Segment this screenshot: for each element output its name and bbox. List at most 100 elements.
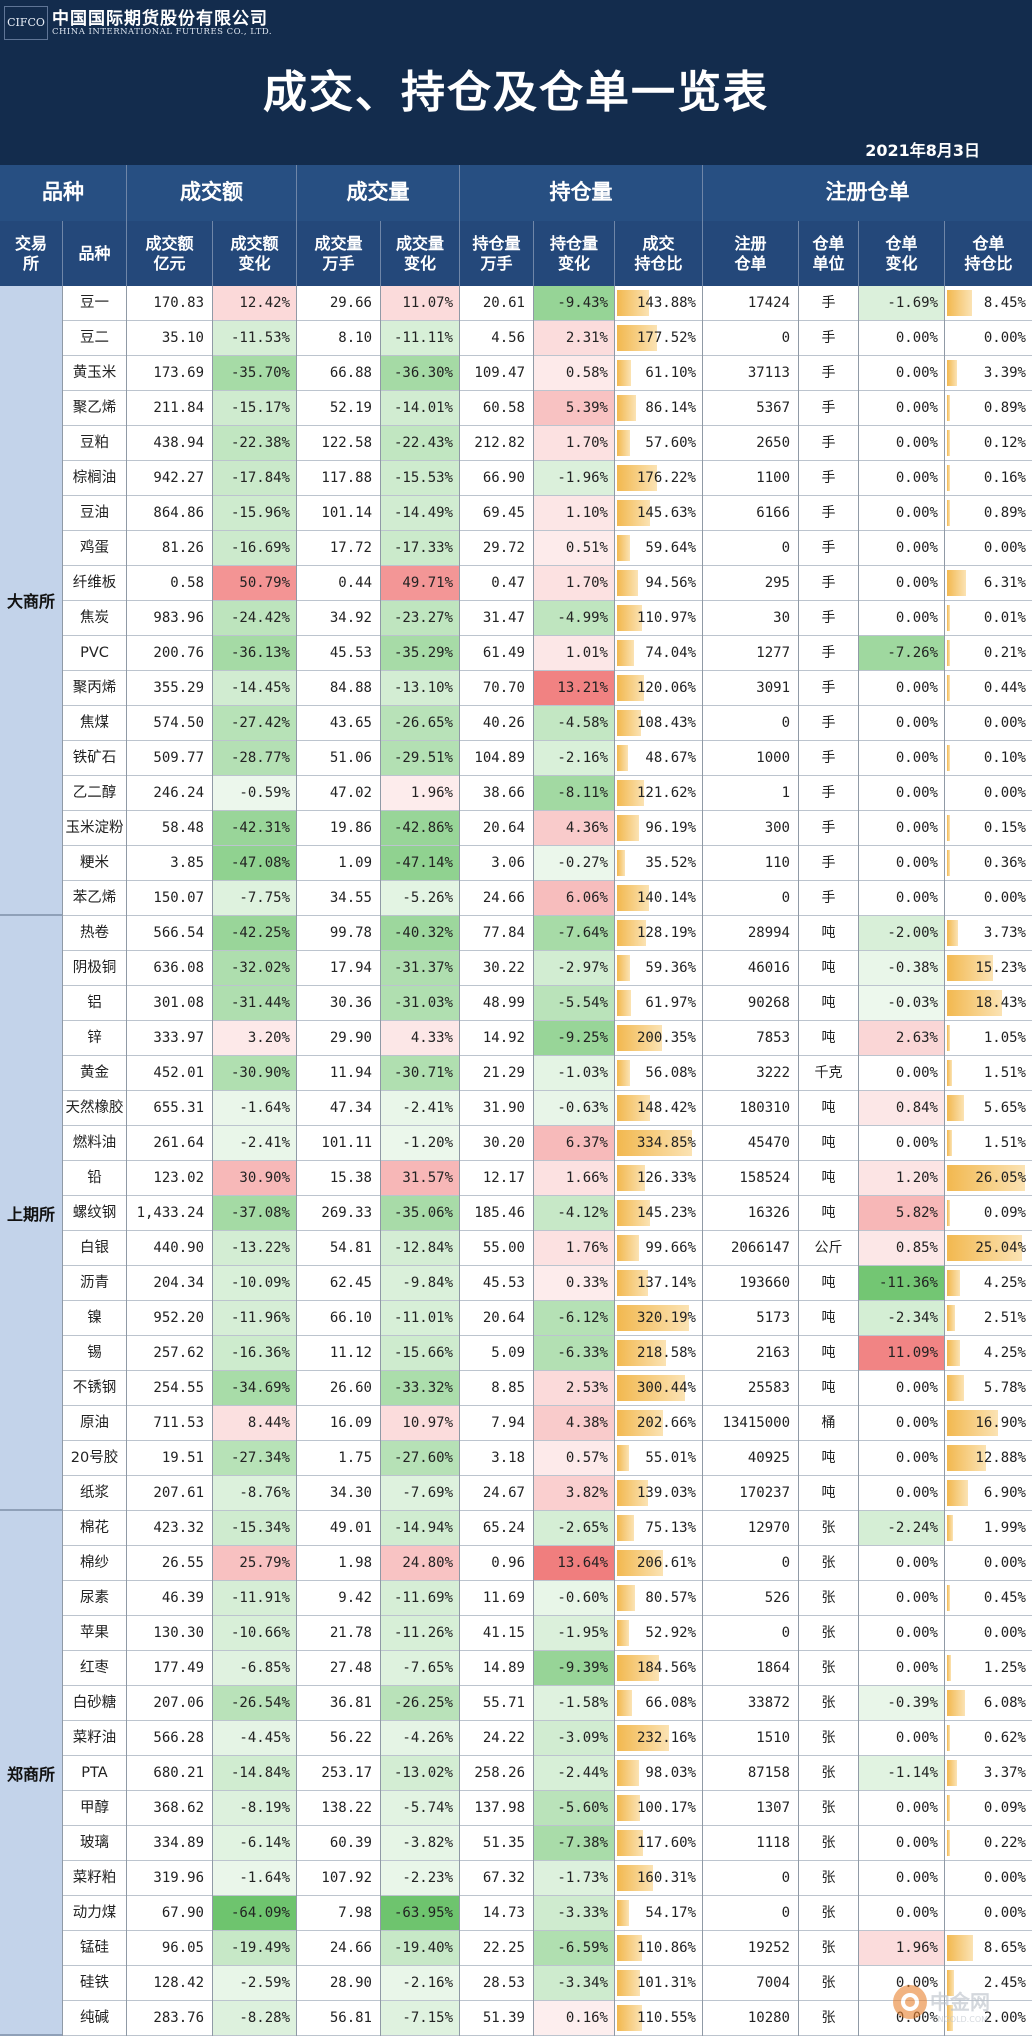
product-name-cell: 镍 [87, 1310, 102, 1326]
receipts-cell: 28994 [747, 925, 790, 941]
receipt-change-cell: 0.85% [859, 1231, 944, 1265]
amount-change-cell: 3.20% [213, 1021, 296, 1055]
product-name-cell: 豆一 [80, 295, 109, 311]
column-divider [380, 286, 381, 2036]
amount-cell: 368.62 [153, 1800, 204, 1816]
table-row: 纯碱 283.76 -8.28% 56.81 -7.15% 51.39 0.16% 110.5… [62, 2001, 1032, 2036]
column-divider [126, 286, 127, 2036]
amount-cell: 123.02 [153, 1170, 204, 1186]
open-interest-cell: 12.17 [482, 1170, 525, 1186]
table-row: 红枣 177.49 -6.85% 27.48 -7.65% 14.89 -9.39% 184.… [62, 1651, 1032, 1686]
volume-oi-ratio-cell: 143.88% [636, 295, 696, 311]
volume-change-cell: -13.10% [381, 671, 459, 705]
amount-change-cell: -16.69% [213, 531, 296, 565]
receipt-oi-ratio-cell: 0.12% [983, 435, 1026, 451]
volume-oi-ratio-cell: 99.66% [645, 1240, 696, 1256]
amount-change-cell: -8.19% [213, 1791, 296, 1825]
receipt-change-cell: -7.26% [859, 636, 944, 670]
volume-oi-ratio-cell: 57.60% [645, 435, 696, 451]
product-name-cell: 白砂糖 [72, 1695, 117, 1711]
amount-cell: 246.24 [153, 785, 204, 801]
header-divider [944, 221, 945, 286]
volume-oi-ratio-cell: 200.35% [636, 1030, 696, 1046]
volume-cell: 253.17 [321, 1765, 372, 1781]
table-row: 焦炭 983.96 -24.42% 34.92 -23.27% 31.47 -4.99% 11… [62, 601, 1032, 636]
amount-change-cell: -37.08% [213, 1196, 296, 1230]
product-name-cell: 白银 [80, 1240, 109, 1256]
receipt-oi-ratio-cell: 0.09% [983, 1800, 1026, 1816]
product-name-cell: 动力煤 [72, 1905, 117, 1921]
receipt-oi-ratio-cell: 0.00% [983, 1905, 1026, 1921]
receipt-unit-cell: 公斤 [814, 1240, 843, 1256]
receipt-change-cell: 0.00% [895, 1590, 938, 1606]
volume-oi-ratio-bar [617, 1410, 663, 1436]
receipt-oi-ratio-cell: 0.00% [983, 785, 1026, 801]
product-name-cell: 黄玉米 [72, 365, 117, 381]
watermark: 中金网 CNGOLD.COM [890, 1980, 1010, 2030]
volume-oi-ratio-cell: 206.61% [636, 1555, 696, 1571]
amount-cell: 58.48 [161, 820, 204, 836]
amount-cell: 257.62 [153, 1345, 204, 1361]
column-divider [62, 286, 63, 2036]
receipt-unit-cell: 吨 [821, 1345, 836, 1361]
oi-change-cell: -9.39% [534, 1651, 614, 1685]
oi-change-cell: -8.11% [534, 776, 614, 810]
volume-oi-ratio-cell: 145.23% [636, 1205, 696, 1221]
open-interest-cell: 28.53 [482, 1975, 525, 1991]
amount-change-cell: -10.09% [213, 1266, 296, 1300]
volume-oi-ratio-cell: 61.97% [645, 995, 696, 1011]
volume-cell: 84.88 [329, 680, 372, 696]
amount-change-cell: -6.85% [213, 1651, 296, 1685]
receipt-change-cell: 0.00% [895, 1415, 938, 1431]
table-row: 20号胶 19.51 -27.34% 1.75 -27.60% 3.18 0.57% 55.0… [62, 1441, 1032, 1476]
receipts-cell: 295 [764, 575, 790, 591]
amount-change-cell: -30.90% [213, 1056, 296, 1090]
table-row: 乙二醇 246.24 -0.59% 47.02 1.96% 38.66 -8.11% 121.… [62, 776, 1032, 811]
volume-change-cell: -5.26% [381, 881, 459, 915]
volume-cell: 62.45 [329, 1275, 372, 1291]
product-name-cell: 硅铁 [80, 1975, 109, 1991]
open-interest-cell: 3.06 [491, 855, 525, 871]
table-row: PTA 680.21 -14.84% 253.17 -13.02% 258.26 -2.44… [62, 1756, 1032, 1791]
company-logo: CIFCO [4, 6, 48, 40]
table-row: 甲醇 368.62 -8.19% 138.22 -5.74% 137.98 -5.60% 10… [62, 1791, 1032, 1826]
product-name-cell: 乙二醇 [72, 785, 117, 801]
receipt-change-cell: 1.96% [859, 1931, 944, 1965]
product-name-cell: 锰硅 [80, 1940, 109, 1956]
amount-change-cell: -8.76% [213, 1476, 296, 1510]
receipts-cell: 25583 [747, 1380, 790, 1396]
volume-change-cell: -30.71% [381, 1056, 459, 1090]
volume-oi-ratio-bar [617, 1900, 630, 1926]
receipt-oi-ratio-cell: 0.00% [983, 715, 1026, 731]
amount-change-cell: -11.96% [213, 1301, 296, 1335]
col-header-amount-change: 成交额 变化 [230, 234, 279, 273]
receipts-cell: 1510 [756, 1730, 790, 1746]
amount-cell: 204.34 [153, 1275, 204, 1291]
receipt-oi-ratio-cell: 0.01% [983, 610, 1026, 626]
receipt-change-cell: 0.00% [895, 1625, 938, 1641]
amount-change-cell: -8.28% [213, 2001, 296, 2035]
volume-cell: 49.01 [329, 1520, 372, 1536]
col-header-amount: 成交额 亿元 [145, 234, 194, 273]
amount-cell: 452.01 [153, 1065, 204, 1081]
receipts-cell: 1307 [756, 1800, 790, 1816]
amount-cell: 128.42 [153, 1975, 204, 1991]
amount-cell: 636.08 [153, 960, 204, 976]
amount-cell: 130.30 [153, 1625, 204, 1641]
volume-change-cell: -47.14% [381, 846, 459, 880]
receipt-oi-ratio-bar [947, 1025, 951, 1051]
oi-change-cell: -5.60% [534, 1791, 614, 1825]
receipt-change-cell: 0.00% [895, 1065, 938, 1081]
receipt-oi-ratio-bar [947, 1165, 1026, 1191]
volume-oi-ratio-cell: 184.56% [636, 1660, 696, 1676]
product-name-cell: 燃料油 [72, 1135, 117, 1151]
table-row: 豆油 864.86 -15.96% 101.14 -14.49% 69.45 1.10% 14… [62, 496, 1032, 531]
product-name-cell: 苹果 [80, 1625, 109, 1641]
open-interest-cell: 0.96 [491, 1555, 525, 1571]
volume-cell: 26.60 [329, 1380, 372, 1396]
receipt-oi-ratio-bar [947, 640, 950, 666]
product-name-cell: 阴极铜 [72, 960, 117, 976]
product-name-cell: 玻璃 [80, 1835, 109, 1851]
receipt-oi-ratio-cell: 4.25% [983, 1275, 1026, 1291]
volume-oi-ratio-bar [617, 1025, 663, 1051]
